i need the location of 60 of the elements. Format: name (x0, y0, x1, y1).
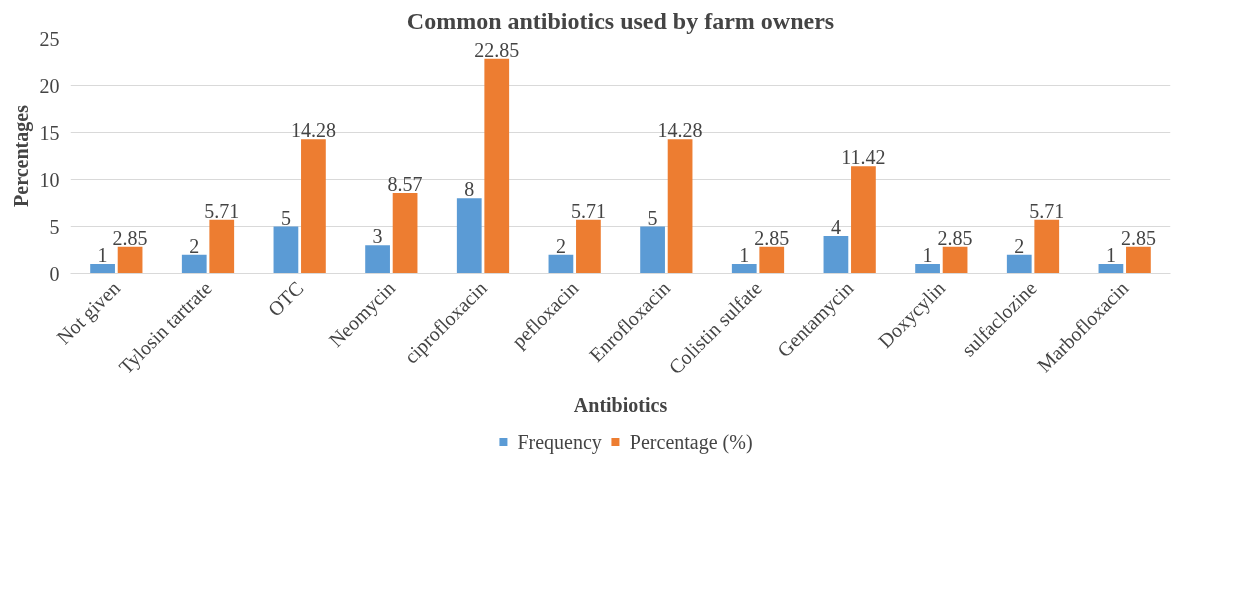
data-label: 2 (1014, 234, 1025, 257)
bar (1126, 246, 1151, 274)
bar (731, 264, 757, 274)
y-tick-label: 10 (39, 168, 60, 191)
bar (392, 192, 418, 274)
bar (365, 245, 390, 274)
data-label: 2 (555, 234, 566, 257)
data-label: 1 (97, 244, 108, 267)
legend-label: Frequency (517, 430, 602, 453)
x-axis-title: Antibiotics (573, 394, 668, 417)
data-label: 5.71 (204, 199, 240, 222)
x-tick-label: OTC (263, 276, 308, 321)
bar (851, 166, 876, 274)
data-label: 8 (464, 178, 475, 201)
data-label: 1 (922, 244, 933, 267)
data-label: 2.85 (754, 226, 790, 249)
data-label: 2.85 (1120, 226, 1156, 249)
bar (915, 264, 940, 274)
data-label: 22.85 (474, 38, 520, 61)
bar (301, 139, 326, 274)
data-label: 8.57 (387, 172, 423, 195)
data-label: 1 (1105, 244, 1116, 267)
bar (484, 58, 510, 274)
bar (456, 198, 482, 274)
y-tick-label: 25 (39, 27, 60, 50)
bar (1098, 264, 1124, 274)
bar (273, 226, 299, 274)
bar (823, 235, 849, 274)
bar (1034, 219, 1060, 274)
data-label: 5.71 (1029, 199, 1065, 222)
bar (942, 246, 968, 274)
data-label: 14.28 (290, 119, 336, 142)
data-label: 14.28 (657, 119, 703, 142)
bar (667, 139, 693, 274)
data-label: 4 (830, 215, 841, 238)
y-tick-label: 5 (49, 215, 60, 238)
legend-label: Percentage (%) (629, 430, 753, 453)
chart-title: Common antibiotics used by farm owners (406, 7, 835, 34)
bar (117, 246, 143, 274)
bar (576, 219, 601, 274)
bar (759, 246, 785, 274)
data-label: 5 (647, 206, 658, 229)
bar (209, 219, 235, 274)
data-label: 5.71 (570, 199, 606, 222)
data-label: 11.42 (841, 146, 886, 169)
bar (90, 264, 115, 274)
data-label: 2.85 (937, 226, 973, 249)
bar (548, 254, 574, 274)
y-tick-label: 0 (49, 262, 60, 285)
data-label: 3 (372, 225, 383, 248)
bar (640, 226, 665, 274)
y-tick-label: 15 (39, 121, 60, 144)
data-label: 5 (280, 206, 291, 229)
data-label: 2 (189, 234, 200, 257)
data-label: 2.85 (112, 226, 148, 249)
y-tick-label: 20 (39, 74, 60, 97)
bar (1006, 254, 1032, 274)
y-axis-title: Percentages (9, 104, 33, 207)
data-label: 1 (739, 244, 750, 267)
bar (181, 254, 207, 274)
